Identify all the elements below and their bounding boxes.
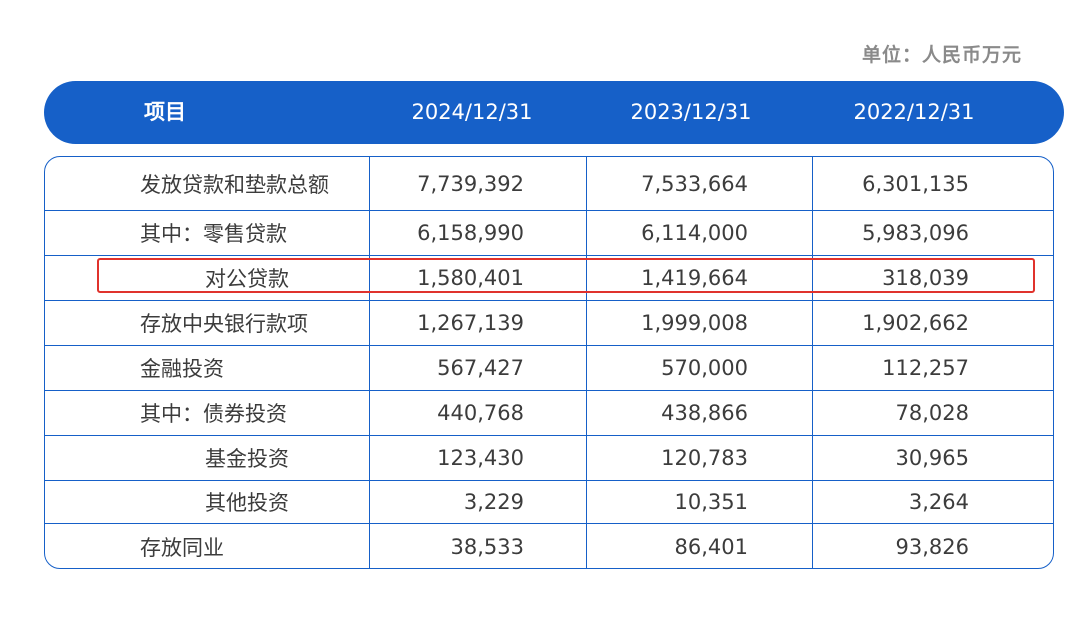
row-label: 其中：零售贷款 [140, 222, 287, 246]
value-2024: 3,229 [463, 490, 524, 514]
header-item: 项目 [144, 100, 186, 124]
value-2024: 1,267,139 [417, 311, 524, 335]
row-label: 存放中央银行款项 [140, 312, 308, 336]
unit-label: 单位：人民币万元 [861, 44, 1022, 66]
value-2022: 6,301,135 [862, 171, 969, 196]
data-table: 发放贷款和垫款总额 7,739,392 7,533,664 6,301,135 … [44, 156, 1054, 569]
table-row: 其中：债券投资 440,768 438,866 78,028 [45, 390, 1053, 435]
table-row-highlighted: 对公贷款 1,580,401 1,419,664 318,039 [45, 255, 1053, 300]
value-2022: 93,826 [895, 535, 969, 559]
table-row: 存放中央银行款项 1,267,139 1,999,008 1,902,662 [45, 300, 1053, 345]
value-2024: 1,580,401 [417, 266, 524, 290]
header-year-2022: 2022/12/31 [853, 100, 975, 124]
table-header: 项目 2024/12/31 2023/12/31 2022/12/31 [44, 81, 1064, 144]
value-2022: 3,264 [908, 490, 969, 514]
value-2023: 10,351 [674, 490, 748, 514]
value-2022: 1,902,662 [862, 311, 969, 335]
value-2023: 7,533,664 [641, 171, 748, 196]
table-row: 金融投资 567,427 570,000 112,257 [45, 345, 1053, 390]
table-row: 存放同业 38,533 86,401 93,826 [45, 523, 1053, 568]
value-2022: 318,039 [882, 266, 969, 290]
column-divider [812, 157, 813, 568]
value-2024: 567,427 [437, 356, 524, 380]
value-2022: 5,983,096 [862, 221, 969, 245]
value-2024: 7,739,392 [417, 171, 524, 196]
row-label: 基金投资 [205, 447, 289, 471]
value-2022: 112,257 [882, 356, 969, 380]
row-label: 金融投资 [140, 357, 224, 381]
value-2023: 1,419,664 [641, 266, 748, 290]
column-divider [586, 157, 587, 568]
value-2023: 86,401 [674, 535, 748, 559]
row-label: 对公贷款 [205, 267, 289, 291]
row-label: 存放同业 [140, 536, 224, 560]
value-2022: 30,965 [895, 446, 969, 470]
value-2023: 6,114,000 [641, 221, 748, 245]
header-year-2023: 2023/12/31 [630, 100, 752, 124]
value-2023: 570,000 [661, 356, 748, 380]
value-2024: 440,768 [437, 401, 524, 425]
table-row: 基金投资 123,430 120,783 30,965 [45, 435, 1053, 480]
table-row: 其他投资 3,229 10,351 3,264 [45, 480, 1053, 523]
table-row: 其中：零售贷款 6,158,990 6,114,000 5,983,096 [45, 210, 1053, 255]
value-2022: 78,028 [895, 401, 969, 425]
row-label: 其中：债券投资 [140, 402, 287, 426]
value-2023: 120,783 [661, 446, 748, 470]
row-label: 其他投资 [205, 491, 289, 515]
table-row: 发放贷款和垫款总额 7,739,392 7,533,664 6,301,135 [45, 157, 1053, 210]
value-2024: 38,533 [450, 535, 524, 559]
row-label: 发放贷款和垫款总额 [140, 172, 329, 197]
value-2024: 6,158,990 [417, 221, 524, 245]
value-2024: 123,430 [437, 446, 524, 470]
header-year-2024: 2024/12/31 [411, 100, 533, 124]
value-2023: 438,866 [661, 401, 748, 425]
column-divider [369, 157, 370, 568]
value-2023: 1,999,008 [641, 311, 748, 335]
